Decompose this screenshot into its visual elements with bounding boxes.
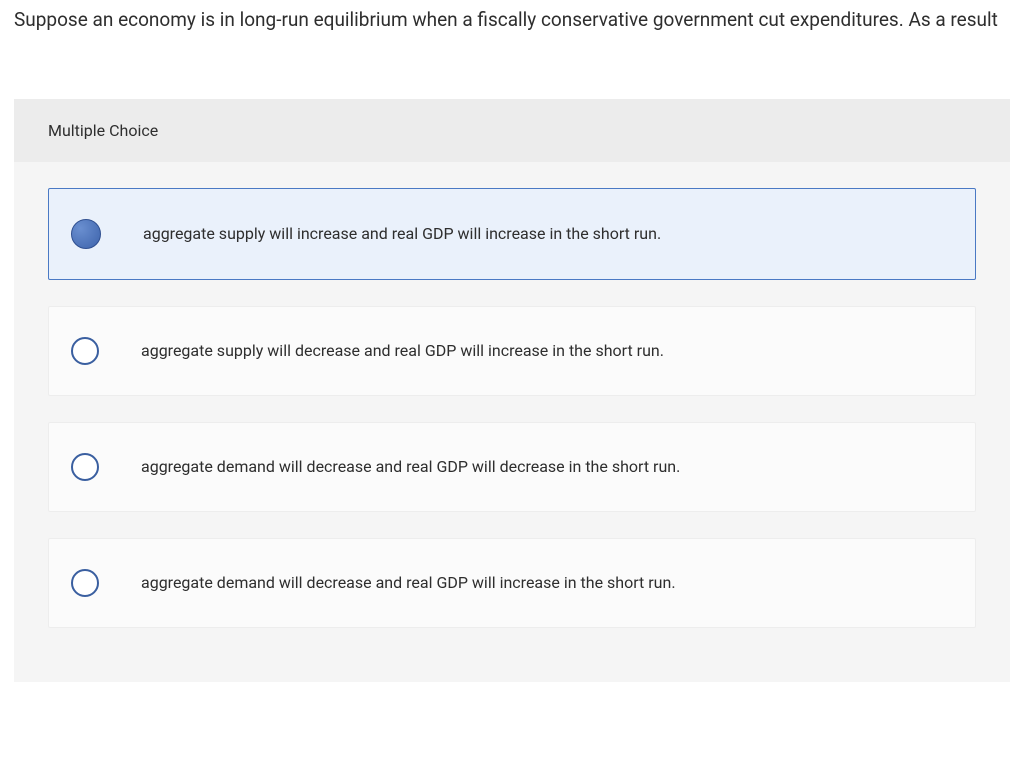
option-text: aggregate supply will decrease and real … [141,341,664,360]
radio-icon [71,219,101,249]
radio-icon [71,337,99,365]
question-stem: Suppose an economy is in long-run equili… [0,0,1024,39]
option-text: aggregate demand will decrease and real … [141,573,676,592]
option-text: aggregate demand will decrease and real … [141,457,680,476]
options-container: aggregate supply will increase and real … [14,162,1010,628]
radio-icon [71,569,99,597]
radio-icon [71,453,99,481]
option-text: aggregate supply will increase and real … [143,224,661,243]
question-type-label: Multiple Choice [14,99,1010,162]
option-3[interactable]: aggregate demand will decrease and real … [48,422,976,512]
option-4[interactable]: aggregate demand will decrease and real … [48,538,976,628]
quiz-panel: Multiple Choice aggregate supply will in… [14,99,1010,682]
option-2[interactable]: aggregate supply will decrease and real … [48,306,976,396]
option-1[interactable]: aggregate supply will increase and real … [48,188,976,280]
